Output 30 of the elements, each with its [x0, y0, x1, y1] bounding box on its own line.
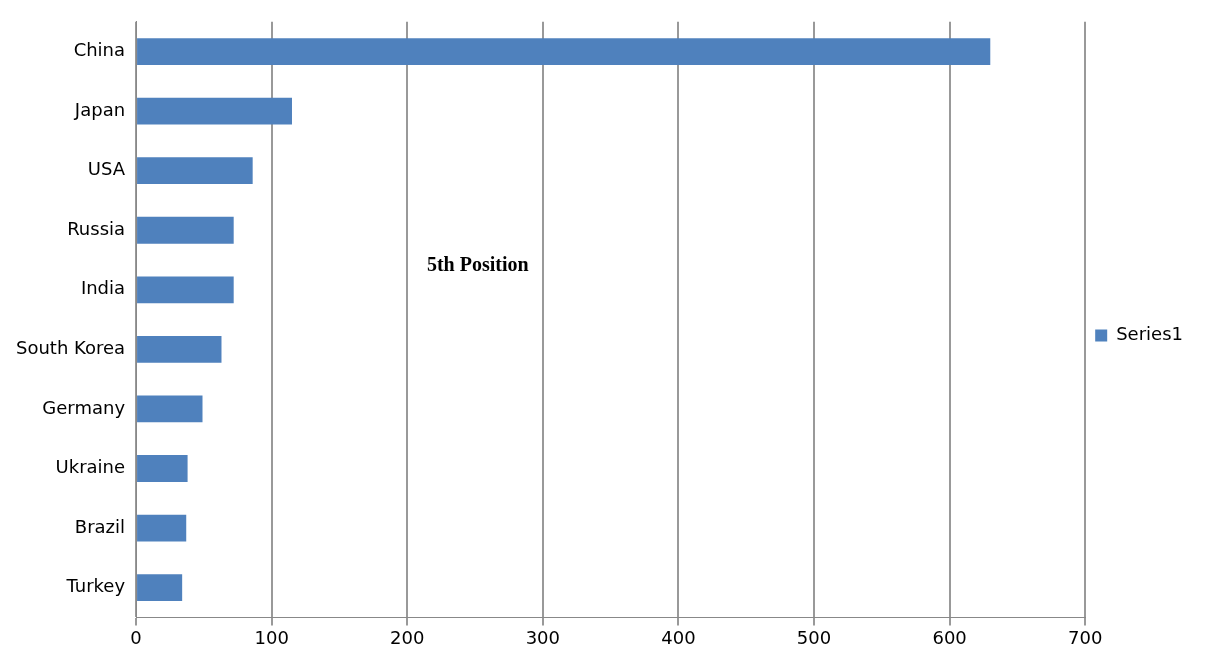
- annotation: 5th Position: [426, 253, 529, 276]
- x-tick-label: 300: [525, 626, 561, 648]
- y-tick-label: Germany: [42, 396, 126, 418]
- bar: [137, 276, 234, 304]
- bar: [137, 514, 187, 542]
- x-tick-label: 0: [130, 626, 142, 648]
- bar: [137, 574, 183, 602]
- bar: [137, 38, 991, 65]
- y-tick-label: South Korea: [15, 337, 126, 359]
- x-tick-label: 700: [1068, 626, 1103, 648]
- bar: [137, 97, 292, 125]
- y-tick-label: Japan: [73, 98, 126, 120]
- y-tick-label: China: [73, 39, 126, 61]
- y-tick-label: Turkey: [65, 575, 126, 597]
- x-tick-label: 600: [932, 626, 967, 648]
- x-tick-label: 400: [661, 626, 696, 648]
- bar: [137, 157, 253, 185]
- y-tick-label: India: [80, 277, 126, 299]
- y-tick-label: Russia: [67, 217, 126, 239]
- bar: [137, 335, 222, 363]
- bar: [137, 216, 234, 244]
- y-tick-label: Ukraine: [55, 456, 126, 478]
- y-tick-label: USA: [87, 158, 126, 180]
- bar: [137, 395, 203, 423]
- bar: [137, 455, 188, 482]
- x-tick-label: 200: [390, 626, 425, 648]
- x-tick-label: 500: [796, 626, 832, 648]
- legend-label: Series1: [1116, 323, 1184, 345]
- x-tick-label: 100: [254, 626, 289, 648]
- y-tick-label: Brazil: [74, 515, 126, 537]
